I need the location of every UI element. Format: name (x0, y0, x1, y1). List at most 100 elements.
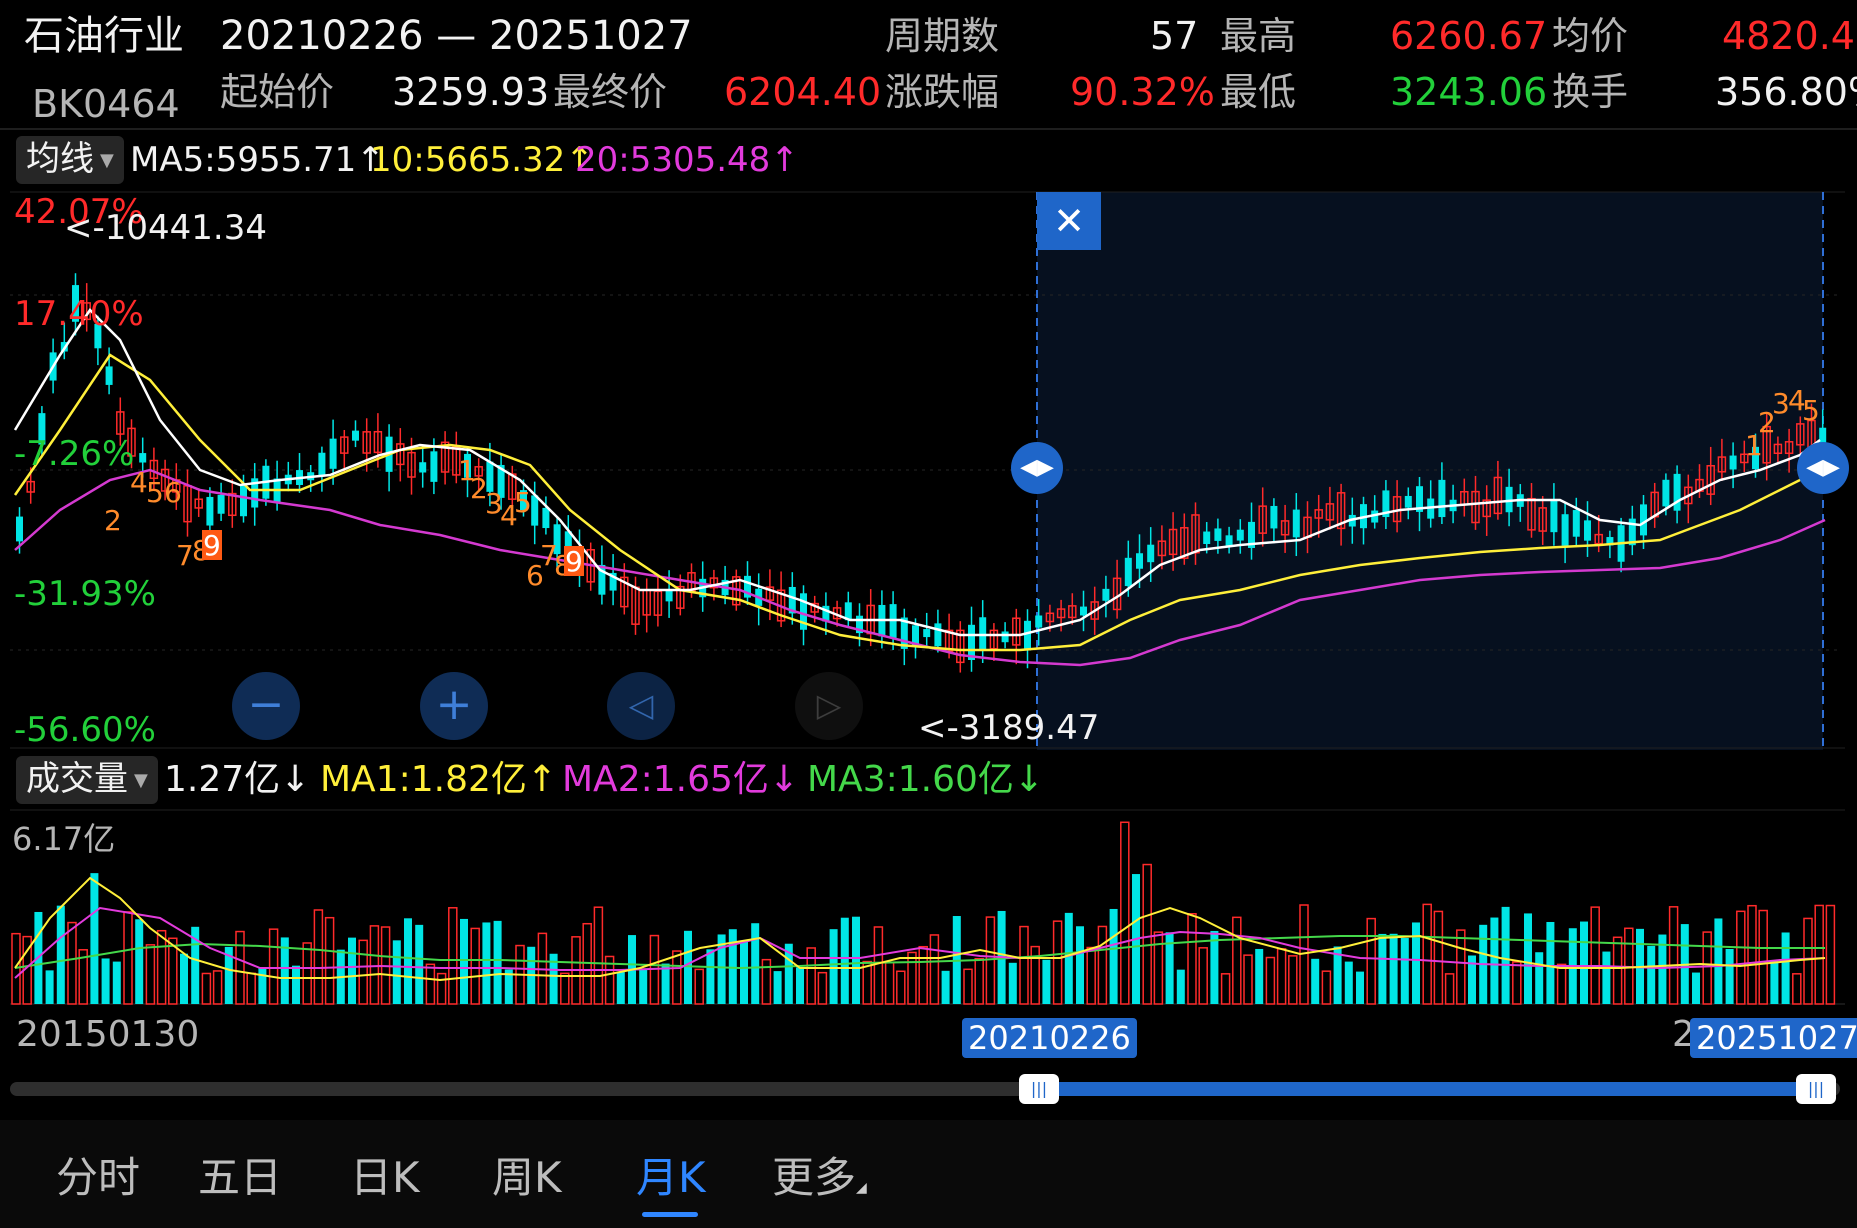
candle-body (1784, 441, 1794, 455)
volume-value: 1.27亿↓ (164, 759, 311, 800)
candle-body (609, 572, 617, 591)
scale-label-1: 42.07% (14, 192, 144, 232)
tab-daily-k-label: 日K (350, 1153, 420, 1202)
zoom-in-button[interactable]: + (420, 672, 488, 740)
candle-body (452, 446, 461, 476)
volume-bar (706, 949, 715, 1004)
volume-chart[interactable] (0, 808, 1857, 1008)
candle-body (72, 285, 79, 322)
close-icon: ✕ (1053, 199, 1085, 243)
candle-body (329, 438, 337, 469)
ma-selector[interactable]: 均线 ▼ (16, 136, 124, 184)
volume-bar (470, 927, 480, 1005)
volume-bar (67, 921, 77, 1005)
volume-bar (1064, 912, 1073, 1004)
volume-bar (796, 967, 804, 1004)
volume-bar (504, 969, 513, 1004)
volume-bar (1265, 956, 1276, 1005)
candle-body (430, 451, 438, 482)
volume-bar (78, 949, 88, 1005)
seq-b-9: 9 (565, 545, 583, 578)
candle-body (139, 453, 147, 463)
candle-body (1292, 509, 1300, 538)
volume-bar (358, 939, 368, 1005)
tab-weekly-k-label: 周K (492, 1153, 562, 1202)
candle-body (1012, 617, 1021, 646)
volume-bar (482, 922, 491, 1004)
candle-body (1438, 479, 1446, 518)
price-chart[interactable]: 4 5 6 2 7 8 9 1 2 3 4 5 6 7 8 9 1 2 3 4 … (0, 180, 1857, 750)
volume-bar (1770, 961, 1779, 1004)
range-close-button[interactable]: ✕ (1037, 192, 1101, 250)
tab-five-day[interactable]: 五日 (198, 1144, 282, 1205)
pan-right-button[interactable]: ▷ (795, 672, 863, 740)
volume-bar (549, 953, 558, 1004)
volume-bar (1243, 954, 1253, 1005)
candle-body (1001, 631, 1009, 643)
volume-bar (1198, 947, 1208, 1005)
range-end-drag-handle[interactable]: ◀▶ (1797, 442, 1849, 494)
candle-body (1270, 505, 1278, 529)
candle-body (1024, 620, 1031, 651)
volume-bar (1612, 936, 1623, 1005)
volume-bar (1524, 913, 1532, 1004)
volume-bar (560, 972, 570, 1005)
volume-bar (852, 916, 860, 1004)
candle-body (1482, 499, 1491, 518)
candle-body (1493, 476, 1503, 515)
timeline-start-handle[interactable]: ||| (1019, 1074, 1059, 1104)
volume-bar (1220, 973, 1231, 1005)
candle-body (1752, 446, 1759, 470)
timeline-end-handle[interactable]: ||| (1796, 1074, 1836, 1104)
candle-body (844, 602, 852, 621)
volume-ma1: MA1:1.82亿↑ (320, 759, 558, 800)
tab-bar (0, 1120, 1857, 1228)
seq-b-1: 1 (458, 454, 476, 487)
seq-a-5: 5 (146, 476, 164, 509)
candle-body (822, 605, 830, 622)
volume-bar (436, 972, 447, 1005)
candle-body (1416, 486, 1423, 512)
volume-bar (1758, 909, 1768, 1005)
volume-bar (1142, 863, 1152, 1005)
change-value: 90.32% (1070, 70, 1215, 114)
candle-body (956, 629, 965, 664)
candle-body (1371, 510, 1379, 523)
tab-monthly-k-label: 月K (636, 1153, 706, 1202)
candle-body (1606, 537, 1614, 546)
volume-bar (694, 968, 704, 1005)
volume-bar (604, 955, 615, 1005)
tab-daily-k[interactable]: 日K (350, 1144, 420, 1205)
volume-bar (1097, 925, 1108, 1005)
candle-body (228, 492, 237, 517)
candle-body (160, 468, 170, 492)
volume-bar (1042, 959, 1051, 1004)
volume-bar (896, 970, 906, 1005)
candle-body (1505, 486, 1513, 513)
volume-bar (751, 923, 760, 1004)
volume-bars (11, 821, 1836, 1005)
period-value: 57 (1150, 14, 1199, 58)
volume-bar (324, 916, 335, 1005)
tab-intraday[interactable]: 分时 (56, 1144, 140, 1205)
tab-weekly-k[interactable]: 周K (492, 1144, 562, 1205)
range-start-drag-handle[interactable]: ◀▶ (1011, 442, 1063, 494)
volume-bar (235, 930, 245, 1005)
volume-bar (639, 968, 648, 1004)
volume-bar (45, 970, 54, 1004)
volume-selector[interactable]: 成交量 ▼ (16, 756, 158, 804)
volume-bar (728, 929, 737, 1004)
tab-more[interactable]: 更多◢ (772, 1144, 867, 1205)
volume-bar (1008, 962, 1017, 1004)
candle-body (16, 516, 23, 542)
seq-a-9-box (202, 530, 222, 560)
zoom-out-button[interactable]: − (232, 672, 300, 740)
volume-bar (616, 972, 625, 1004)
volume-bar (145, 944, 156, 1005)
volume-bar (1692, 972, 1700, 1004)
pan-left-button[interactable]: ◁ (607, 672, 675, 740)
tab-monthly-k[interactable]: 月K (636, 1144, 706, 1205)
avg-label: 均价 (1552, 14, 1629, 58)
seq-b-7: 7 (540, 539, 558, 572)
candle-body (1640, 504, 1647, 536)
